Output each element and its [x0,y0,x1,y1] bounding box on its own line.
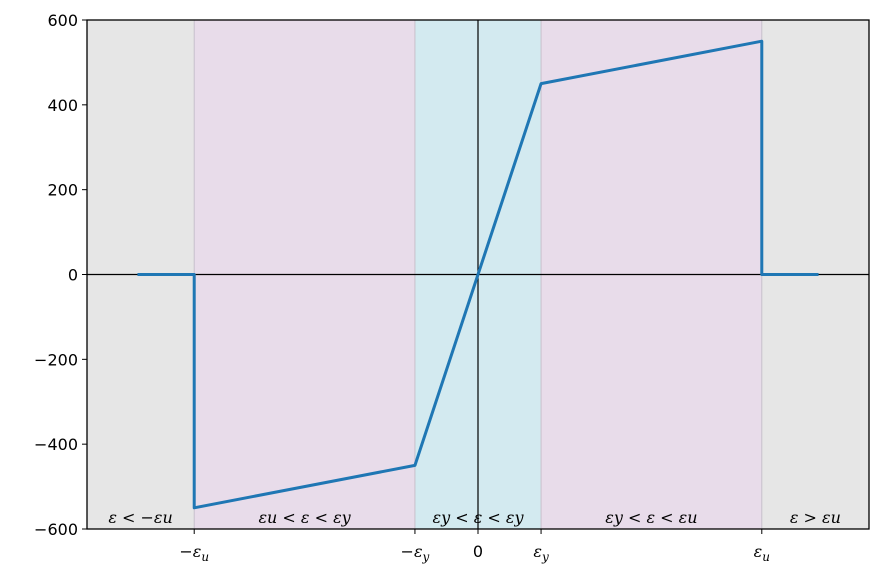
x-tick-label-1: −εy [401,542,430,564]
y-tick-label-2: 200 [47,181,78,200]
x-tick-label-2: 0 [473,542,483,561]
region-label-3: εy < ε < εu [605,508,697,527]
y-tick-label-4: −200 [34,350,78,369]
region-label-2: εy < ε < εy [433,508,525,527]
y-axis: 600 400 200 0 −200 −400 −600 [34,11,87,539]
y-tick-label-3: 0 [68,266,78,285]
series-group [137,39,819,510]
y-tick-label-1: 400 [47,96,78,115]
region-label-0: ε < −εu [108,508,172,527]
region-label-1: εu < ε < εy [258,508,351,527]
x-tick-label-4: εu [754,542,770,564]
y-tick-label-0: 600 [47,11,78,30]
x-axis: −εu −εy 0 εy εu [179,529,770,564]
x-tick-label-0: −εu [179,542,209,564]
region-labels: ε < −εu εu < ε < εy εy < ε < εy εy < ε < εu… [108,508,841,527]
y-tick-label-5: −400 [34,435,78,454]
y-tick-label-6: −600 [34,520,78,539]
region-label-4: ε > εu [790,508,841,527]
series-line-0 [137,39,819,510]
x-tick-label-3: εy [533,542,549,564]
